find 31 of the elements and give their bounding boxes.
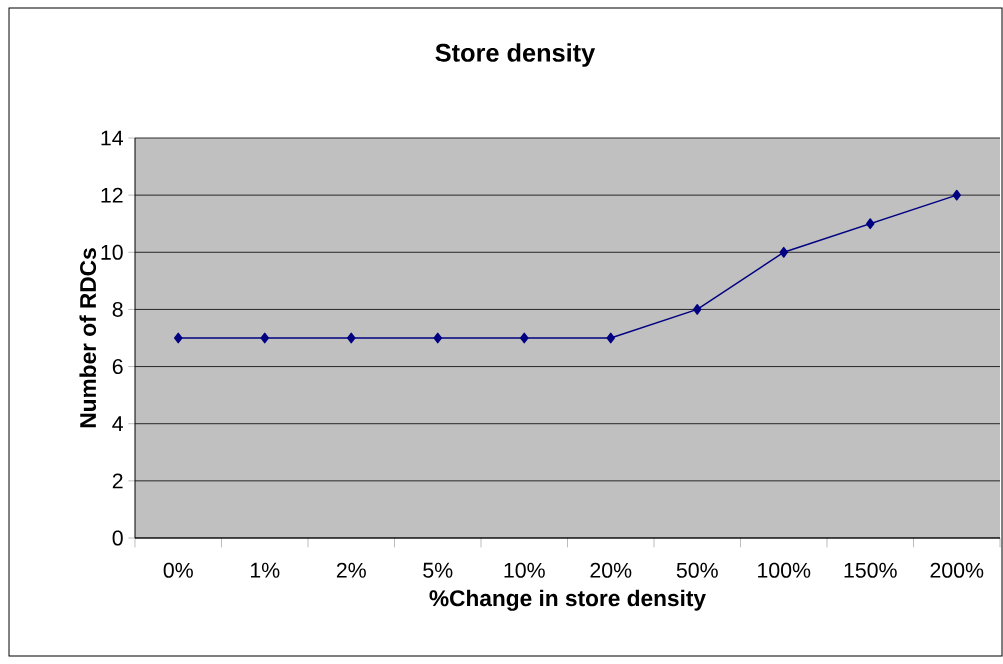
y-tick-label: 14	[101, 130, 123, 146]
point	[174, 332, 183, 344]
y-tick-label: 4	[112, 416, 123, 432]
x-axis-title: %Change in store density	[429, 589, 706, 611]
x-tick-label: 0%	[163, 562, 193, 578]
y-axis-title: Number of RDCs	[79, 248, 97, 428]
point	[779, 246, 788, 258]
chart-title: Store density	[435, 43, 596, 67]
y-tick-label: 10	[101, 244, 123, 260]
y-tick-label: 2	[112, 473, 123, 489]
point	[866, 218, 875, 230]
y-tick-label: 12	[101, 187, 123, 203]
point	[952, 189, 961, 201]
point	[260, 332, 269, 344]
x-tick-label: 20%	[590, 562, 632, 578]
point	[347, 332, 356, 344]
x-tick-label: 100%	[758, 562, 811, 578]
x-tick-label: 5%	[423, 562, 453, 578]
x-tick-label: 150%	[844, 562, 897, 578]
x-tick-label: 1%	[250, 562, 280, 578]
point	[520, 332, 529, 344]
point	[606, 332, 615, 344]
x-tick-label: 2%	[336, 562, 366, 578]
x-tick-label: 10%	[504, 562, 545, 578]
y-tick-label: 6	[112, 359, 123, 375]
x-tick-label: 200%	[930, 562, 984, 578]
point	[433, 332, 442, 344]
y-tick-label: 8	[112, 301, 123, 317]
point	[693, 304, 702, 315]
x-tick-label: 50%	[676, 562, 718, 578]
y-tick-label: 0	[112, 530, 123, 546]
